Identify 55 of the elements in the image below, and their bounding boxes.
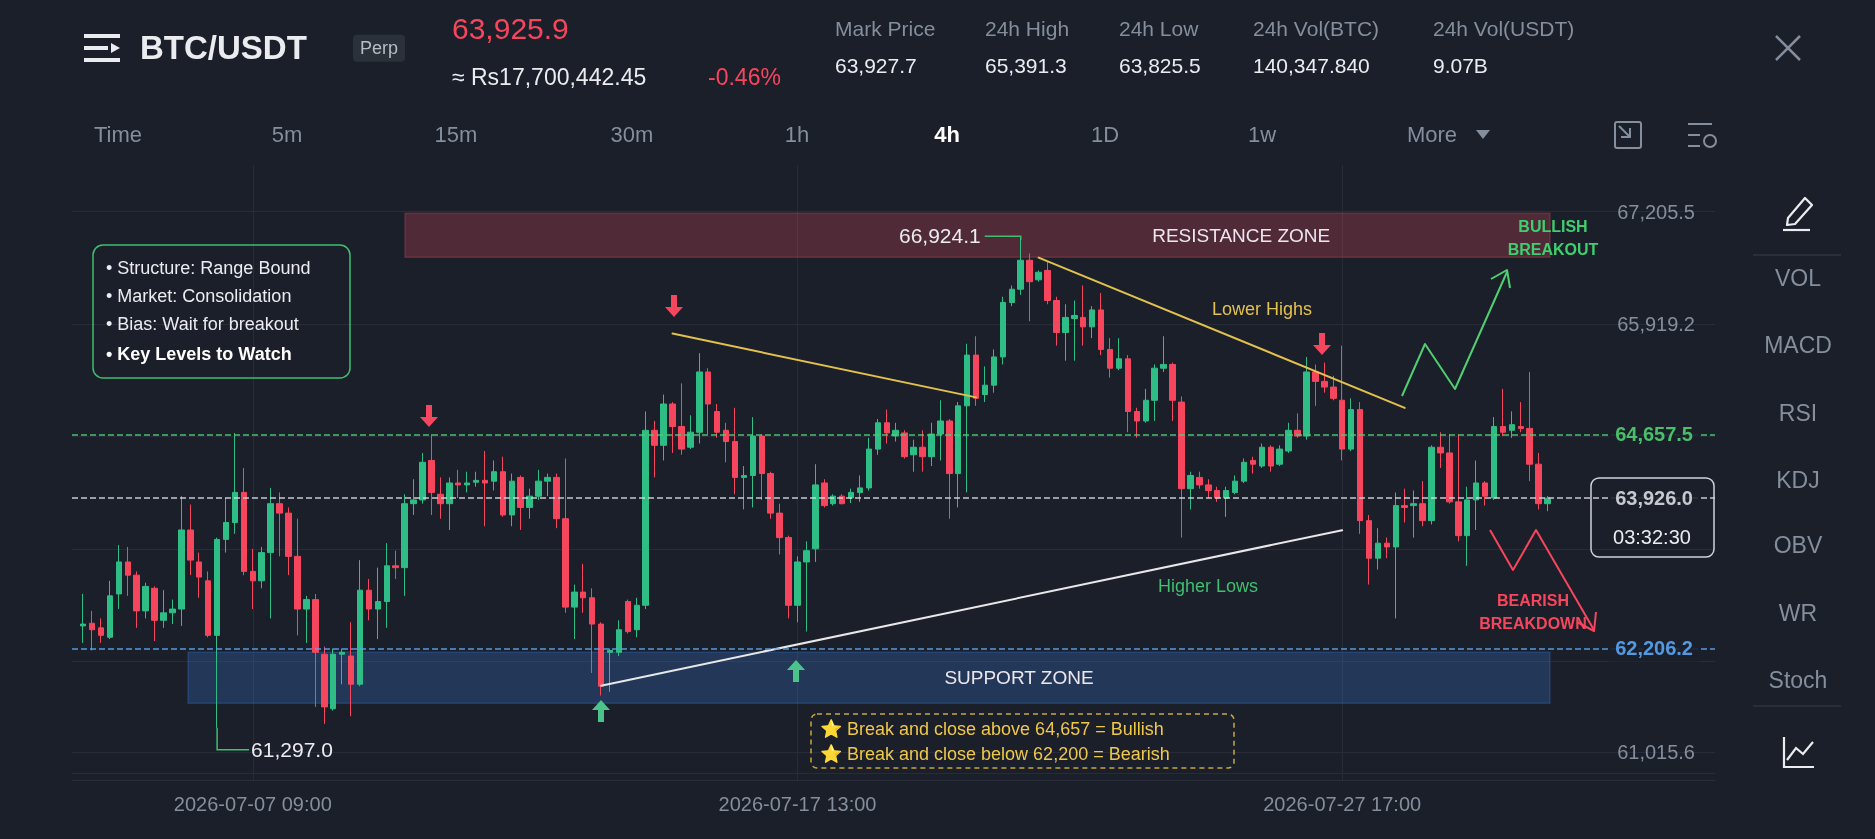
text: 15m [434,122,478,148]
text: 30m [610,122,654,148]
text: Stoch [1768,666,1828,694]
text: VOL [1774,264,1822,292]
text: 9.07B [1433,53,1488,79]
text: 24h Vol(BTC) [1253,16,1380,42]
band-label: RESISTANCE ZONE [1152,224,1331,246]
text: More [1406,122,1458,148]
ref-line-label: 62,206.2 [1615,637,1693,660]
ref-line-label: 64,657.5 [1615,423,1693,446]
text: 63,925.9 [452,11,569,47]
text: ≈ Rs17,700,442.45 [452,63,647,91]
text: 4h [934,122,960,148]
y-tick-label: 67,205.5 [1617,200,1695,223]
text: 63,927.7 [835,53,917,79]
annotation: 66,924.1 [898,224,981,249]
text: 24h High [985,16,1070,42]
annotation: Lower Highs [1211,298,1313,320]
text: MACD [1764,331,1832,359]
text: 5m [271,122,303,148]
text: Time [93,122,143,148]
annotation: Higher Lows [1157,575,1259,597]
annotation: BEARISH BREAKDOWN [1478,590,1588,634]
band-label: SUPPORT ZONE [944,667,1094,689]
text: KDJ [1776,466,1820,494]
text: 65,391.3 [985,53,1067,79]
text: 140,347.840 [1253,53,1370,79]
x-tick-label: 2026-07-17 13:00 [718,793,877,815]
text: OBV [1773,531,1823,559]
text: WR [1778,599,1818,627]
text: Perp [353,34,406,62]
annotation: BULLISH BREAKOUT [1506,216,1600,260]
chart-title: BTC/USDT [140,29,307,67]
annotation: 03:32:30 [1613,525,1691,549]
x-tick-label: 2026-07-07 09:00 [173,793,332,815]
annotation: 61,297.0 [251,737,333,762]
annotation: ⭐ Break and close above 64,657 = Bullish [820,718,1164,740]
annotation: • Market: Consolidation [106,285,292,307]
y-tick-label: 65,919.2 [1617,313,1695,336]
annotation: • Bias: Wait for breakout [106,313,299,335]
annotation: • Key Levels to Watch [106,343,292,365]
text: 1D [1090,122,1120,148]
text: -0.46% [708,63,781,91]
text: 24h Low [1119,16,1199,42]
text: RSI [1778,399,1818,427]
annotation: ⭐ Break and close below 62,200 = Bearish [820,743,1170,765]
y-tick-label: 61,015.6 [1617,741,1695,764]
text: Mark Price [835,16,936,42]
ref-line-label: 63,926.0 [1615,487,1693,510]
annotation: • Structure: Range Bound [106,257,311,279]
text: 1h [784,122,810,148]
text: 24h Vol(USDT) [1433,16,1575,42]
text: 63,825.5 [1119,53,1201,79]
x-tick-label: 2026-07-27 17:00 [1263,793,1422,815]
text: 1w [1247,122,1277,148]
